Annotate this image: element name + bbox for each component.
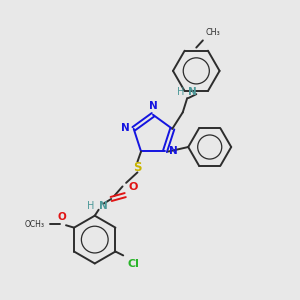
Text: O: O [128,182,138,192]
Text: N: N [99,201,107,211]
Text: N: N [121,123,130,133]
Text: OCH₃: OCH₃ [25,220,45,229]
Text: H: H [87,201,94,211]
Text: N: N [148,100,158,111]
Text: N: N [188,87,197,97]
Text: CH₃: CH₃ [206,28,220,37]
Text: O: O [58,212,67,222]
Text: H: H [178,87,185,97]
Text: N: N [169,146,177,157]
Text: S: S [133,160,142,173]
Text: Cl: Cl [128,259,140,269]
